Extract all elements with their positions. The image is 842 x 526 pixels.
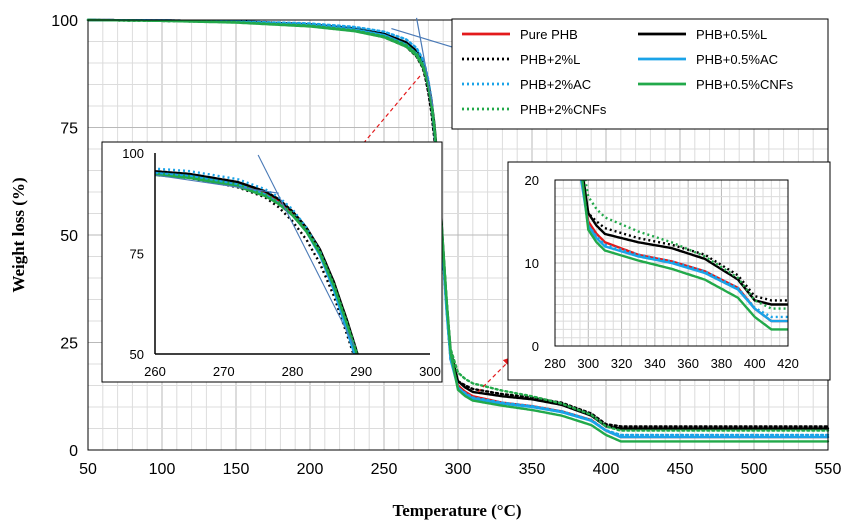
inset-left-x-tick-label: 270 (213, 364, 235, 379)
inset-right-series-line-3 (580, 180, 788, 323)
tangent-line-steep (415, 17, 434, 107)
inset-left-series-line-2 (155, 173, 355, 354)
series-line-5 (86, 18, 830, 443)
legend-box (451, 18, 829, 130)
inset-left-x-tick-label: 280 (282, 364, 304, 379)
x-tick-label: 300 (445, 461, 472, 478)
inset-right-plot-frame (554, 179, 789, 347)
inset-tangent-steep (257, 154, 355, 347)
y-tick-label: 0 (69, 443, 78, 460)
x-tick-label: 250 (371, 461, 398, 478)
legend-label-3: PHB+0.5%AC (696, 52, 778, 67)
y-tick-label: 75 (60, 121, 78, 138)
inset-right-x-tick-label: 420 (777, 356, 799, 371)
inset-right-x-tick-label: 360 (677, 356, 699, 371)
legend-label-2: PHB+2%L (520, 52, 580, 67)
inset-right-x-tick-label: 400 (744, 356, 766, 371)
zoom-arrow-left (344, 75, 421, 166)
y-tick-label: 25 (60, 336, 78, 353)
x-tick-label: 400 (593, 461, 620, 478)
inset-right-series-line-6 (584, 180, 788, 310)
inset-left-x-tick-label: 290 (350, 364, 372, 379)
inset-left-y-tick-label: 100 (122, 146, 144, 161)
inset-right-x-tick-label: 300 (577, 356, 599, 371)
inset-left-series-line-1 (155, 169, 359, 354)
legend: Pure PHB PHB+0.5%L PHB+2%L PHB+0.5%AC PHB+2%… (451, 18, 829, 130)
inset-right-y-tick-label: 10 (525, 256, 539, 271)
inset-right-series-line-2 (580, 180, 788, 302)
inset-right-x-tick-label: 380 (711, 356, 733, 371)
x-tick-label: 200 (297, 461, 324, 478)
x-tick-label: 450 (667, 461, 694, 478)
inset-left-series-line-5 (155, 173, 358, 354)
inset-right-y-tick-label: 0 (532, 339, 539, 354)
legend-label-4: PHB+2%AC (520, 77, 591, 92)
series-line-2 (86, 18, 830, 428)
zoom-arrow-right (477, 356, 514, 393)
legend-label-1: PHB+0.5%L (696, 27, 767, 42)
inset-right: 280 300 320 340 360 380 400 420 0 10 20 (507, 161, 831, 381)
inset-left-y-tick-label: 75 (130, 247, 144, 262)
y-tick-label: 50 (60, 228, 78, 245)
x-tick-label: 50 (79, 461, 97, 478)
legend-label-5: PHB+0.5%CNFs (696, 77, 794, 92)
x-tick-label: 500 (741, 461, 768, 478)
main-series (86, 18, 830, 443)
inset-tangent-flat (154, 174, 279, 194)
inset-left-x-tick-label: 300 (419, 364, 441, 379)
inset-right-y-tick-label: 20 (525, 173, 539, 188)
y-axis-title: Weight loss (%) (9, 177, 28, 292)
legend-label-0: Pure PHB (520, 27, 578, 42)
inset-left-series (155, 167, 359, 354)
inset-left-frame (101, 141, 443, 383)
x-tick-label: 350 (519, 461, 546, 478)
inset-left: 260 270 280 290 300 50 75 100 (101, 141, 443, 383)
inset-left-x-tick-label: 260 (144, 364, 166, 379)
y-tick-label: 100 (51, 13, 78, 30)
inset-right-x-tick-label: 340 (644, 356, 666, 371)
inset-left-y-tick-label: 50 (130, 347, 144, 362)
x-tick-label: 550 (815, 461, 842, 478)
inset-right-series (580, 180, 788, 331)
inset-right-x-tick-label: 320 (611, 356, 633, 371)
inset-right-x-tick-label: 280 (544, 356, 566, 371)
x-axis-title: Temperature (°C) (392, 501, 521, 520)
x-tick-label: 150 (223, 461, 250, 478)
x-tick-label: 100 (149, 461, 176, 478)
legend-label-6: PHB+2%CNFs (520, 102, 607, 117)
inset-right-series-line-5 (581, 180, 788, 331)
zoom-arrows (344, 75, 514, 393)
series-line-6 (86, 18, 830, 432)
